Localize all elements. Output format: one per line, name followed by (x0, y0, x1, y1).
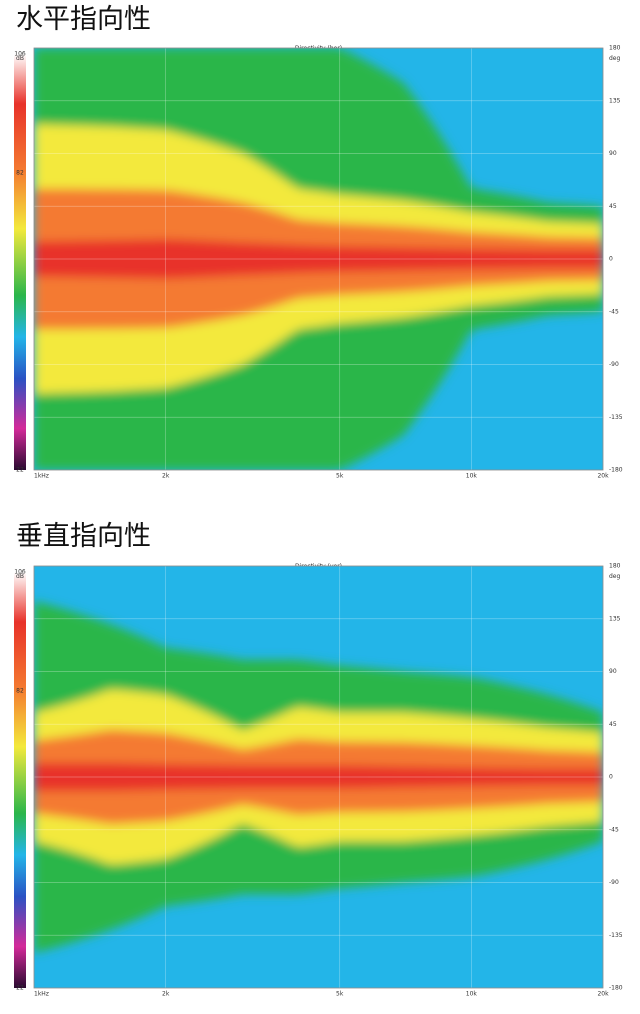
vertical-directivity-heading: 垂直指向性 (16, 521, 151, 552)
x-tick-label: 1kHz (34, 991, 49, 998)
colorbar-tick-label: 106 (14, 51, 26, 58)
y-tick-label: 0 (609, 774, 613, 781)
y-tick-label: 90 (609, 668, 617, 675)
horizontal-directivity-chart: Directivity (hor)1068222dB1kHz2k5k10k20k… (0, 42, 640, 492)
colorbar-tick-label: 22 (16, 467, 24, 474)
y-tick-label: -180 (609, 985, 623, 992)
x-tick-label: 10k (466, 473, 478, 480)
plot-frame (33, 47, 604, 471)
y-tick-label: 135 (609, 615, 621, 622)
y-tick-label: 135 (609, 97, 621, 104)
heatmap-area (34, 566, 603, 988)
x-tick-label: 5k (336, 991, 344, 998)
y-tick-label: -90 (609, 879, 619, 886)
red-level-band (34, 239, 603, 279)
red-level-band (34, 762, 603, 792)
colorbar (14, 572, 26, 988)
horizontal-directivity-heading: 水平指向性 (16, 4, 151, 35)
vertical-directivity-chart: Directivity (ver)1068222dB1kHz2k5k10k20k… (0, 560, 640, 1010)
plot-frame (33, 565, 604, 989)
heatmap-area (34, 48, 603, 470)
y-tick-label: 45 (609, 203, 617, 210)
y-tick-label: 180 (609, 563, 621, 570)
y-tick-label: -90 (609, 361, 619, 368)
colorbar-tick-label: 22 (16, 985, 24, 992)
colorbar-tick-label: 82 (16, 169, 24, 176)
colorbar-unit: dB (16, 573, 24, 580)
x-tick-label: 5k (336, 473, 344, 480)
y-tick-label: -135 (609, 932, 623, 939)
y-axis-unit: deg (609, 55, 621, 62)
directivity-plot-svg: Directivity (hor)1068222dB1kHz2k5k10k20k… (14, 45, 623, 480)
y-tick-label: 90 (609, 150, 617, 157)
colorbar-unit: dB (16, 55, 24, 62)
x-tick-label: 1kHz (34, 473, 49, 480)
y-tick-label: -135 (609, 414, 623, 421)
x-tick-label: 2k (162, 473, 170, 480)
y-tick-label: 0 (609, 256, 613, 263)
colorbar (14, 54, 26, 470)
colorbar-tick-label: 106 (14, 569, 26, 576)
x-tick-label: 10k (466, 991, 478, 998)
directivity-plot-svg: Directivity (ver)1068222dB1kHz2k5k10k20k… (14, 563, 623, 998)
x-tick-label: 2k (162, 991, 170, 998)
y-tick-label: -45 (609, 308, 619, 315)
x-tick-label: 20k (597, 991, 609, 998)
colorbar-tick-label: 82 (16, 687, 24, 694)
y-tick-label: -45 (609, 826, 619, 833)
y-tick-label: -180 (609, 467, 623, 474)
y-tick-label: 180 (609, 45, 621, 52)
x-tick-label: 20k (597, 473, 609, 480)
y-tick-label: 45 (609, 721, 617, 728)
y-axis-unit: deg (609, 573, 621, 580)
